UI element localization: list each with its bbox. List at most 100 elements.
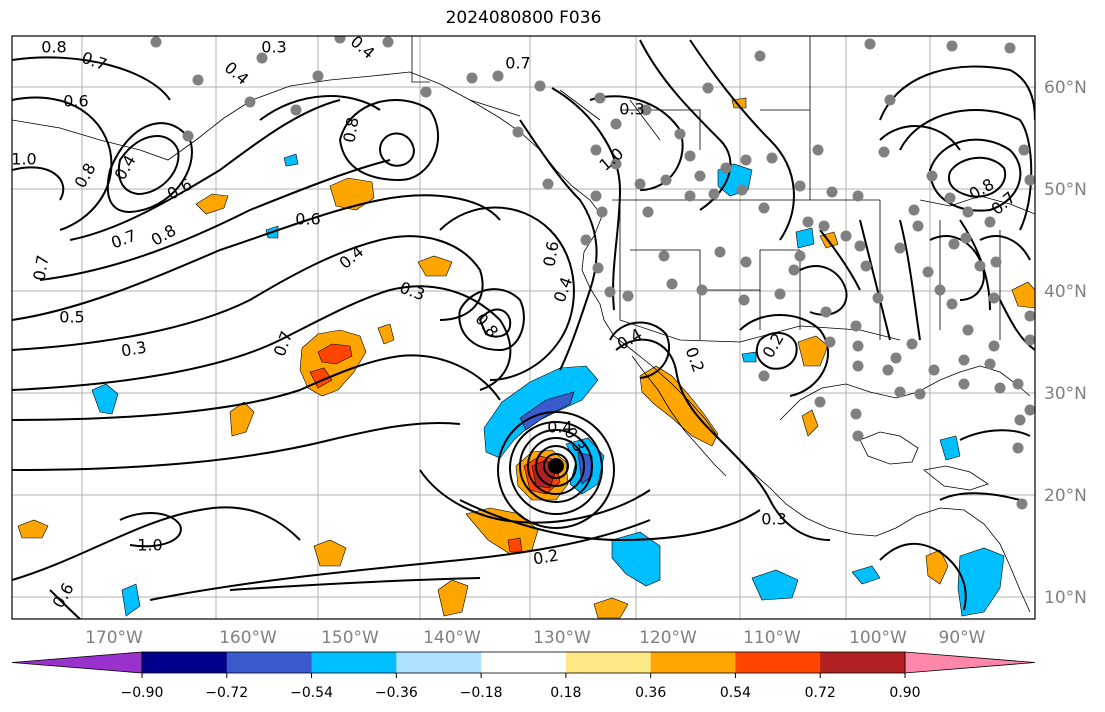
contour-line bbox=[117, 135, 180, 196]
colorbar-label: 0.18 bbox=[550, 685, 581, 701]
contour-line bbox=[819, 229, 861, 291]
station-dot bbox=[906, 338, 918, 350]
contour-label: 0.7 bbox=[29, 254, 52, 282]
shaded-negative-region bbox=[611, 531, 661, 587]
contour-line bbox=[12, 194, 501, 321]
contour-line bbox=[509, 421, 603, 515]
station-dot bbox=[660, 174, 672, 186]
colorbar-extend-high bbox=[904, 651, 1036, 674]
station-dot bbox=[958, 354, 970, 366]
station-dot bbox=[640, 104, 652, 116]
contour-line bbox=[519, 429, 593, 503]
colorbar-extend-low bbox=[11, 651, 143, 674]
latitude-tick-labels: 60°N 50°N 40°N 30°N 20°N 10°N bbox=[1044, 78, 1087, 608]
station-dot bbox=[542, 178, 554, 190]
colorbar-segment bbox=[142, 652, 228, 673]
station-markers bbox=[150, 36, 1035, 510]
station-dot bbox=[736, 184, 748, 196]
station-dot bbox=[1024, 404, 1035, 416]
station-dot bbox=[852, 190, 864, 202]
contour-line bbox=[478, 308, 512, 338]
station-dot bbox=[884, 94, 896, 106]
station-dot bbox=[850, 320, 862, 332]
contour-line bbox=[49, 589, 81, 619]
contour-line bbox=[879, 542, 967, 611]
latitude-label: 40°N bbox=[1044, 282, 1087, 302]
contour-line bbox=[119, 512, 182, 548]
contour-line bbox=[378, 132, 416, 167]
state-border bbox=[879, 200, 1001, 340]
shaded-negative-region bbox=[751, 569, 799, 601]
contour-line bbox=[879, 65, 1035, 121]
station-dot bbox=[740, 154, 752, 166]
colorbar-label: −0.36 bbox=[375, 685, 418, 701]
station-dot bbox=[948, 238, 960, 250]
state-border bbox=[699, 250, 801, 340]
station-dot bbox=[420, 86, 432, 98]
latitude-label: 50°N bbox=[1044, 180, 1087, 200]
station-dot bbox=[774, 288, 786, 300]
station-dot bbox=[150, 36, 162, 48]
station-dot bbox=[720, 162, 732, 174]
station-dot bbox=[684, 190, 696, 202]
state-border bbox=[619, 200, 901, 343]
contour-line bbox=[755, 332, 798, 370]
station-dot bbox=[922, 266, 934, 278]
contour-line bbox=[12, 56, 171, 101]
contour-label: 1.0 bbox=[11, 150, 36, 169]
shaded-positive-region bbox=[329, 177, 375, 211]
contour-line bbox=[458, 288, 525, 352]
station-dot bbox=[192, 74, 204, 86]
coastline bbox=[859, 431, 919, 465]
contour-label: 0.6 bbox=[539, 240, 562, 268]
station-dot bbox=[492, 70, 504, 82]
contour-line bbox=[419, 469, 651, 524]
station-dot bbox=[860, 260, 872, 272]
station-dot bbox=[852, 360, 864, 372]
latitude-label: 30°N bbox=[1044, 384, 1087, 404]
station-dot bbox=[994, 382, 1006, 394]
contour-line bbox=[689, 39, 795, 241]
station-dot bbox=[908, 204, 920, 216]
contour-label: 0.5 bbox=[59, 308, 84, 327]
station-dot bbox=[890, 352, 902, 364]
contour-line bbox=[719, 439, 831, 541]
station-dot bbox=[758, 202, 770, 214]
colorbar-label: 0.72 bbox=[805, 685, 836, 701]
station-dot bbox=[824, 336, 836, 348]
longitude-label: 130°W bbox=[533, 628, 591, 648]
station-dot bbox=[594, 92, 606, 104]
longitude-label: 100°W bbox=[849, 628, 907, 648]
colorbar bbox=[11, 651, 1036, 674]
station-dot bbox=[820, 306, 832, 318]
longitude-tick-labels: 170°W 160°W 150°W 140°W 130°W 120°W 110°W 100°W… bbox=[85, 628, 986, 648]
colorbar-label: 0.36 bbox=[635, 685, 666, 701]
station-dot bbox=[610, 158, 622, 170]
contour-line bbox=[12, 96, 113, 231]
contour-line bbox=[615, 338, 721, 441]
station-dot bbox=[946, 298, 958, 310]
station-dot bbox=[1024, 310, 1035, 322]
shaded-positive-region bbox=[317, 343, 353, 365]
longitude-label: 160°W bbox=[219, 628, 277, 648]
station-dot bbox=[694, 170, 706, 182]
storm-center-marker bbox=[548, 458, 564, 474]
shaded-positive-region bbox=[17, 519, 49, 539]
station-dot bbox=[826, 186, 838, 198]
station-dot bbox=[1012, 378, 1024, 390]
colorbar-segment bbox=[481, 652, 567, 673]
station-dot bbox=[912, 220, 924, 232]
station-dot bbox=[840, 230, 852, 242]
contour-line bbox=[899, 109, 1033, 231]
station-dot bbox=[590, 144, 602, 156]
map-frame bbox=[11, 35, 1036, 620]
station-dot bbox=[642, 206, 654, 218]
station-dot bbox=[592, 262, 604, 274]
colorbar-label: 0.54 bbox=[720, 685, 751, 701]
station-dot bbox=[984, 358, 996, 370]
shaded-negative-region bbox=[121, 583, 141, 617]
colorbar-label: −0.72 bbox=[205, 685, 248, 701]
latitude-label: 60°N bbox=[1044, 78, 1087, 98]
contour-label: 0.8 bbox=[41, 38, 66, 57]
